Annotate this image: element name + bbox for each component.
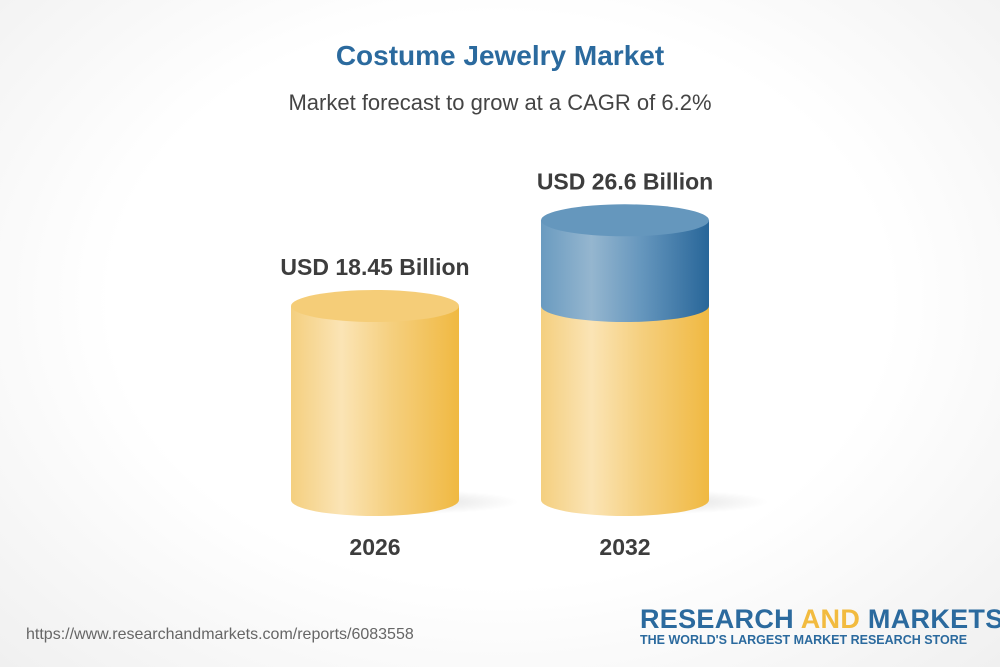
- category-label: 2026: [349, 534, 400, 560]
- logo-tagline: THE WORLD'S LARGEST MARKET RESEARCH STOR…: [640, 633, 968, 647]
- data-label: USD 26.6 Billion: [537, 168, 713, 194]
- chart-title: Costume Jewelry Market: [335, 40, 665, 71]
- cylinder-body-base: [541, 306, 709, 516]
- research-and-markets-logo: RESEARCH AND MARKETS THE WORLD'S LARGEST…: [640, 604, 1000, 647]
- cylinder-body-growth: [541, 220, 709, 322]
- logo-word: AND: [800, 604, 861, 634]
- cylinder-top: [541, 204, 709, 237]
- logo-word: MARKETS: [860, 604, 1000, 634]
- data-label: USD 18.45 Billion: [280, 254, 469, 280]
- logo-word: RESEARCH: [640, 604, 801, 634]
- chart-subtitle: Market forecast to grow at a CAGR of 6.2…: [288, 90, 712, 115]
- cylinder-top: [291, 290, 459, 322]
- source-url[interactable]: https://www.researchandmarkets.com/repor…: [26, 626, 414, 643]
- cylinder-body-base: [291, 306, 459, 516]
- category-label: 2032: [599, 534, 650, 560]
